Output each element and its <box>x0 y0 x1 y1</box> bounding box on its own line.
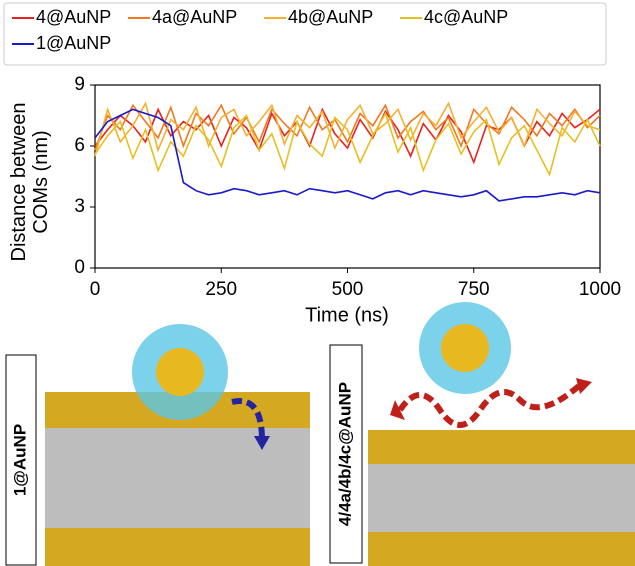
label-box <box>329 344 363 564</box>
x-axis-label: Time (ns) <box>305 304 389 326</box>
label-box <box>5 354 37 566</box>
x-tick-label: 750 <box>458 279 490 300</box>
legend-label: 4@AuNP <box>36 7 111 27</box>
membrane-right <box>368 302 635 566</box>
y-tick-label: 3 <box>74 196 85 217</box>
x-tick-label: 1000 <box>579 279 621 300</box>
legend-label: 4b@AuNP <box>288 7 373 27</box>
legend-label: 1@AuNP <box>36 33 111 53</box>
y-axis-label: Distance between COMs (nm) <box>8 102 52 262</box>
y-tick-label: 9 <box>74 74 85 95</box>
series-line <box>94 107 601 165</box>
x-tick-label: 0 <box>90 279 101 300</box>
plot-frame <box>94 84 601 269</box>
y-tick-label: 0 <box>74 257 85 278</box>
x-tick-label: 250 <box>205 279 237 300</box>
series-line <box>94 108 601 202</box>
y-tick-label: 6 <box>74 135 85 156</box>
legend-label: 4c@AuNP <box>424 7 508 27</box>
membrane-left <box>45 324 310 566</box>
legend-box <box>3 2 607 66</box>
legend-label: 4a@AuNP <box>152 7 237 27</box>
series-line <box>94 103 601 151</box>
panel-label: 4/4a/4b/4c@AuNP <box>335 382 354 526</box>
series-line <box>94 111 601 177</box>
series-line <box>94 101 601 157</box>
x-tick-label: 500 <box>332 279 364 300</box>
panel-label: 1@AuNP <box>10 424 29 496</box>
